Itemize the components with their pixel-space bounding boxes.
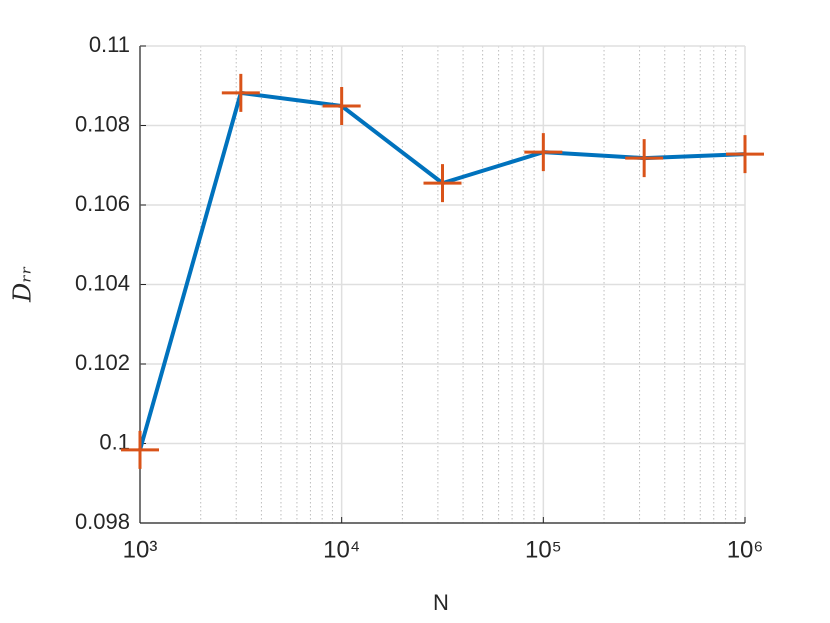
y-tick-label: 0.104 xyxy=(75,270,130,295)
y-tick-label: 0.106 xyxy=(75,191,130,216)
marker xyxy=(121,430,159,469)
data-line xyxy=(138,90,746,451)
x-tick-label: 10⁴ xyxy=(323,536,360,563)
y-tick-label: 0.102 xyxy=(75,350,130,375)
marker xyxy=(524,133,563,172)
y-tick-label: 0.098 xyxy=(75,509,130,534)
x-tick-label: 10³ xyxy=(123,536,158,563)
x-tick-label: 10⁶ xyxy=(727,536,764,563)
marker xyxy=(221,73,260,112)
y-axis-label: Dᵣᵣ xyxy=(9,266,37,303)
y-tick-label: 0.108 xyxy=(75,111,130,136)
y-tick-label: 0.11 xyxy=(89,32,130,57)
marker xyxy=(322,87,361,126)
x-axis-label: N xyxy=(433,590,449,615)
marker xyxy=(726,135,764,174)
x-tick-label: 10⁵ xyxy=(525,536,562,563)
marker xyxy=(625,139,664,178)
marker xyxy=(423,164,462,203)
